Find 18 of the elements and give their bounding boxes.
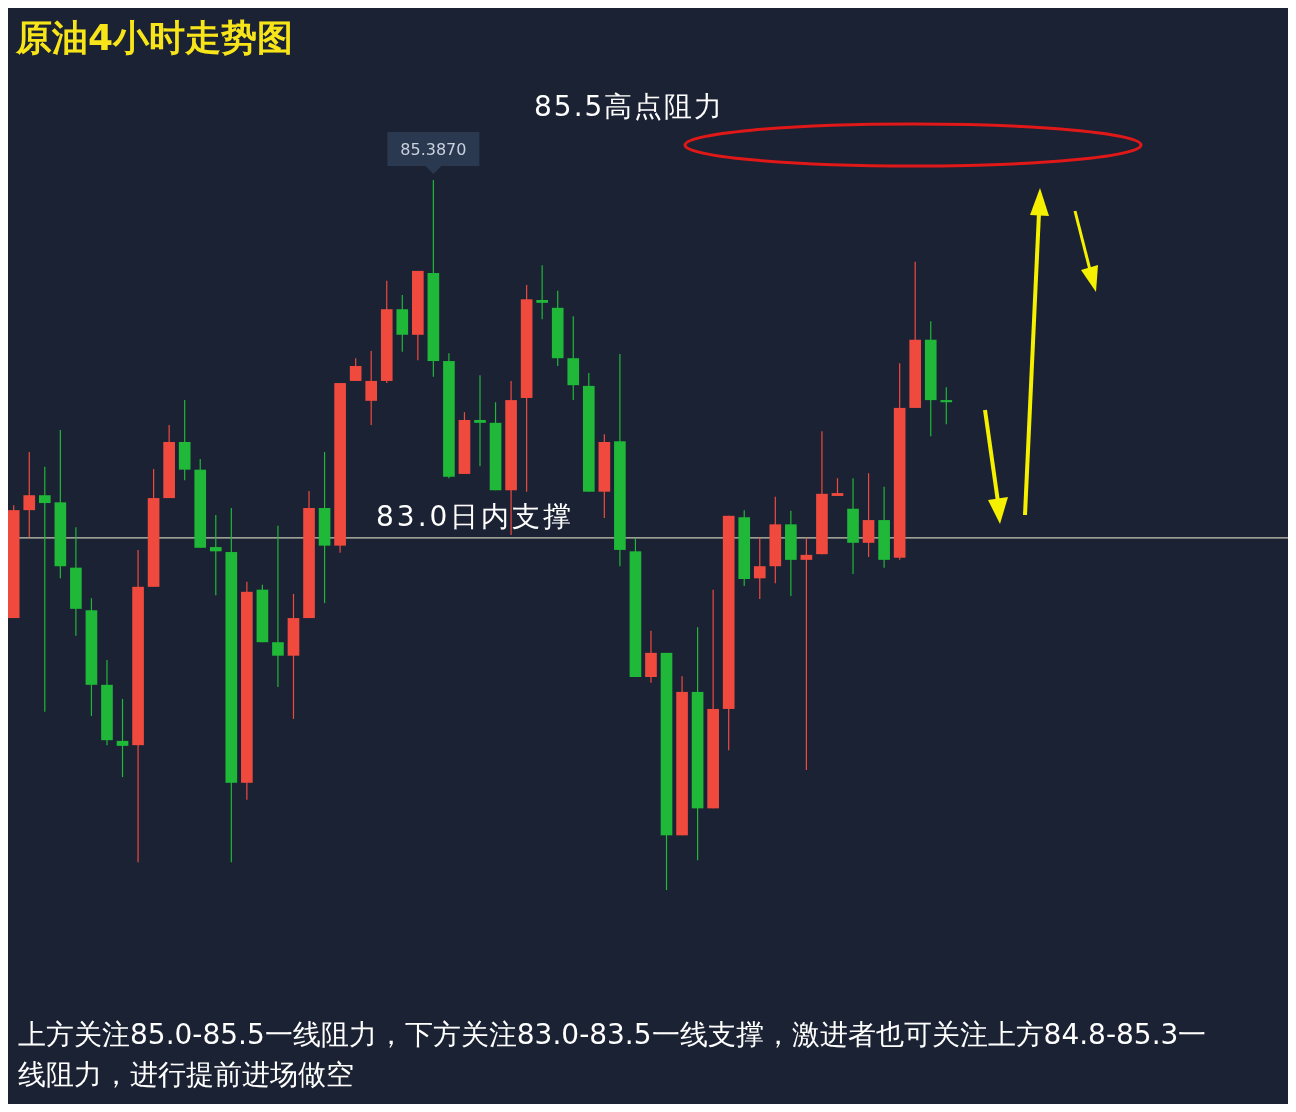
ref-line-label: 83.0日内支撑 xyxy=(376,499,575,533)
chart-title: 原油4小时走势图 xyxy=(15,17,294,58)
candlestick xyxy=(116,698,129,778)
candlestick xyxy=(209,514,222,596)
candlestick xyxy=(38,466,51,713)
candlestick xyxy=(753,537,766,600)
candlestick xyxy=(800,537,813,771)
candlestick xyxy=(349,357,362,382)
annotation: 85.3870 xyxy=(400,140,467,159)
candlestick xyxy=(474,374,486,467)
text: 85.5高点阻力 xyxy=(534,90,725,123)
candlestick xyxy=(940,386,953,425)
candlestick xyxy=(272,525,284,688)
candlestick xyxy=(862,472,875,558)
text: 上方关注85.0-85.5一线阻力，下方关注83.0-83.5一线支撑，激进者也可关注上方84.8-85.3一线阻力，进行提前进场做空 xyxy=(18,1018,1207,1091)
candlestick xyxy=(365,350,378,426)
candlestick xyxy=(23,451,36,538)
candlestick xyxy=(536,264,548,320)
